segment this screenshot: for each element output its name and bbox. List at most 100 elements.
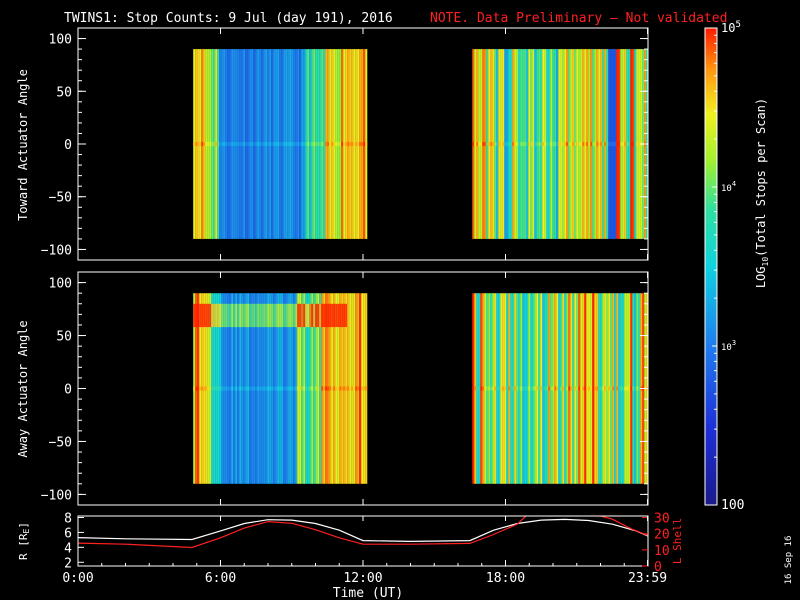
heatmap-center-stripe [343, 386, 346, 391]
heatmap-center-stripe [490, 141, 493, 147]
heatmap-center-stripe [518, 141, 521, 147]
heatmap-center-stripe [269, 386, 272, 391]
heatmap-bright-band [293, 303, 296, 328]
heatmap-center-stripe [516, 141, 519, 147]
heatmap-center-stripe [514, 141, 517, 147]
heatmap-bright-band [229, 303, 232, 328]
heatmap-center-stripe [500, 386, 503, 391]
heatmap-center-stripe [618, 141, 621, 147]
heatmap-center-stripe [285, 386, 288, 391]
heatmap-center-stripe [578, 386, 581, 391]
heatmap-center-stripe [287, 386, 290, 391]
heatmap-bright-band [309, 303, 312, 328]
heatmap-bright-band [297, 303, 300, 328]
heatmap-bright-band [327, 303, 330, 328]
heatmap-center-stripe [205, 141, 208, 147]
heatmap-center-stripe [566, 386, 569, 391]
heatmap-center-stripe [323, 386, 326, 391]
heatmap-center-stripe [267, 386, 270, 391]
colorbar: 105 104 103 100 [704, 20, 744, 513]
heatmap-center-stripe [361, 141, 364, 147]
time-tick-label: 18:00 [486, 571, 525, 586]
y-tick-label: −100 [41, 243, 72, 258]
heatmap-center-stripe [253, 386, 256, 391]
heatmap-bright-band [203, 303, 206, 328]
heatmap-center-stripe [598, 386, 601, 391]
heatmap-center-stripe [554, 386, 557, 391]
heatmap-center-stripe [209, 141, 212, 147]
heatmap-center-stripe [251, 141, 254, 147]
y-tick-label: 100 [49, 277, 72, 292]
radius-axis-label: R [RE] [17, 522, 31, 560]
heatmap-bright-band [199, 303, 202, 328]
heatmap-center-stripe [309, 141, 312, 147]
heatmap-center-stripe [506, 386, 509, 391]
away-heatmap-cells [193, 293, 649, 484]
y-tick-label: −100 [41, 488, 72, 503]
heatmap-center-stripe [594, 141, 597, 147]
heatmap-center-stripe [562, 141, 565, 147]
colorbar-tick-label: 105 [721, 20, 741, 35]
heatmap-center-stripe [239, 141, 242, 147]
heatmap-center-stripe [201, 141, 204, 147]
heatmap-center-stripe [217, 386, 220, 391]
heatmap-center-stripe [560, 386, 563, 391]
heatmap-center-stripe [331, 386, 334, 391]
heatmap-center-stripe [516, 386, 519, 391]
away-data-block-1 [472, 293, 649, 484]
heatmap-bright-band [333, 303, 336, 328]
heatmap-center-stripe [341, 386, 344, 391]
heatmap-bright-band [241, 303, 244, 328]
heatmap-bright-band [345, 303, 348, 328]
heatmap-bright-band [329, 303, 332, 328]
heatmap-center-stripe [590, 386, 593, 391]
heatmap-center-stripe [215, 141, 218, 147]
heatmap-center-stripe [626, 386, 629, 391]
heatmap-center-stripe [349, 141, 352, 147]
heatmap-center-stripe [199, 141, 202, 147]
heatmap-center-stripe [343, 141, 346, 147]
heatmap-center-stripe [303, 386, 306, 391]
heatmap-center-stripe [480, 141, 483, 147]
heatmap-center-stripe [498, 141, 501, 147]
heatmap-center-stripe [273, 386, 276, 391]
heatmap-center-stripe [335, 141, 338, 147]
figure-title: TWINS1: Stop Counts: 9 Jul (day 191), 20… [64, 11, 393, 26]
heatmap-center-stripe [227, 386, 230, 391]
heatmap-center-stripe [327, 386, 330, 391]
heatmap-center-stripe [600, 141, 603, 147]
heatmap-center-stripe [502, 141, 505, 147]
heatmap-bright-band [281, 303, 284, 328]
heatmap-bright-band [325, 303, 328, 328]
heatmap-center-stripe [490, 386, 493, 391]
heatmap-center-stripe [572, 386, 575, 391]
heatmap-center-stripe [235, 141, 238, 147]
heatmap-center-stripe [245, 141, 248, 147]
heatmap-center-stripe [592, 386, 595, 391]
radius-tick-label: 6 [64, 526, 72, 541]
heatmap-bright-band [341, 303, 344, 328]
heatmap-bright-band [217, 303, 220, 328]
heatmap-center-stripe [616, 386, 619, 391]
heatmap-center-stripe [548, 386, 551, 391]
heatmap-center-stripe [552, 141, 555, 147]
heatmap-bright-band [247, 303, 250, 328]
heatmap-center-stripe [305, 141, 308, 147]
heatmap-bright-band [319, 303, 322, 328]
heatmap-center-stripe [303, 141, 306, 147]
heatmap-center-stripe [307, 386, 310, 391]
heatmap-center-stripe [339, 141, 342, 147]
run-date-stamp: 16 Sep 16 [784, 536, 794, 585]
away-angle-axis-label: Away Actuator Angle [16, 320, 30, 457]
heatmap-center-stripe [321, 386, 324, 391]
heatmap-center-stripe [546, 386, 549, 391]
heatmap-center-stripe [247, 386, 250, 391]
heatmap-center-stripe [538, 386, 541, 391]
heatmap-bright-band [331, 303, 334, 328]
heatmap-center-stripe [243, 386, 246, 391]
toward-data-block-0 [193, 49, 368, 239]
heatmap-center-stripe [333, 386, 336, 391]
heatmap-center-stripe [339, 386, 342, 391]
